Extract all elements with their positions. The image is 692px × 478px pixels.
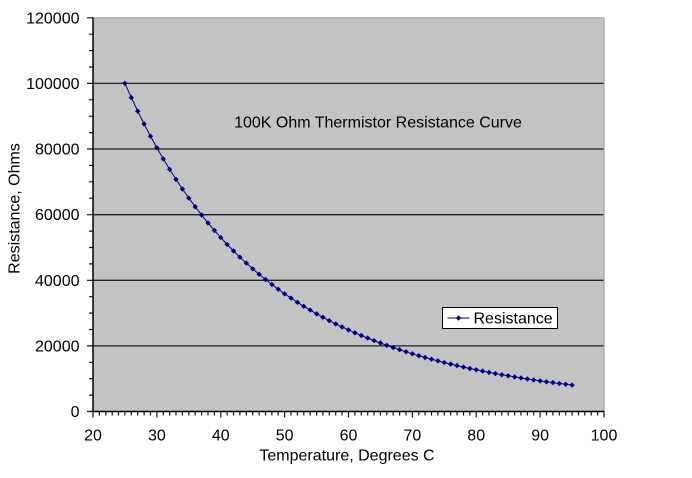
svg-text:80000: 80000 [35, 142, 80, 159]
svg-text:20: 20 [84, 428, 102, 445]
svg-text:100K Ohm Thermistor Resistance: 100K Ohm Thermistor Resistance Curve [234, 115, 522, 132]
svg-text:30: 30 [148, 428, 166, 445]
svg-text:20000: 20000 [35, 339, 80, 356]
svg-text:0: 0 [71, 404, 80, 421]
svg-text:Resistance, Ohms: Resistance, Ohms [7, 143, 24, 274]
svg-text:60: 60 [340, 428, 358, 445]
svg-text:50: 50 [276, 428, 294, 445]
svg-text:70: 70 [404, 428, 422, 445]
svg-text:Temperature, Degrees C: Temperature, Degrees C [259, 448, 434, 465]
svg-text:100: 100 [591, 428, 618, 445]
svg-text:80: 80 [467, 428, 485, 445]
svg-text:40: 40 [212, 428, 230, 445]
svg-text:60000: 60000 [35, 207, 80, 224]
svg-text:120000: 120000 [26, 10, 79, 27]
svg-text:100000: 100000 [26, 76, 79, 93]
svg-text:90: 90 [531, 428, 549, 445]
svg-text:40000: 40000 [35, 273, 80, 290]
svg-text:Resistance: Resistance [474, 311, 553, 328]
